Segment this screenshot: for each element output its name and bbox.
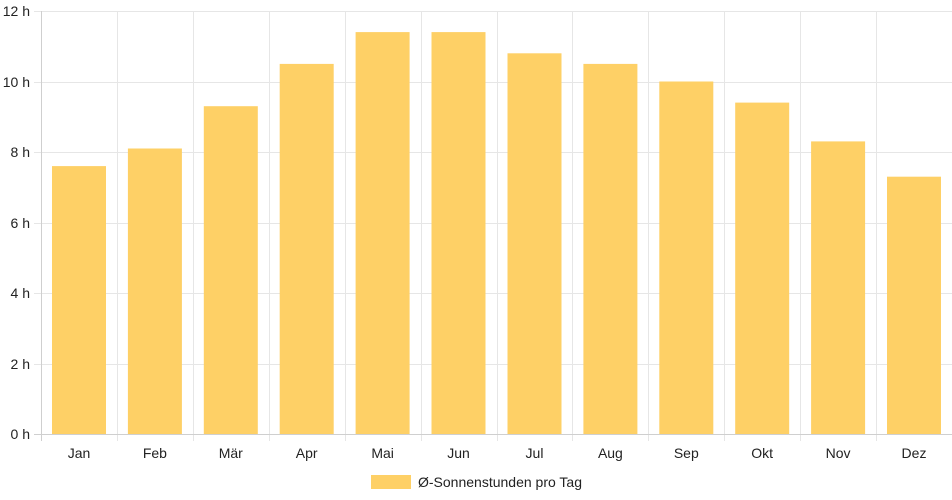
bar-okt[interactable] <box>735 102 790 434</box>
x-tick-label: Jul <box>526 445 544 461</box>
x-tick-label: Jan <box>68 445 91 461</box>
y-tick-label: 8 h <box>11 144 30 160</box>
bar-mär[interactable] <box>203 106 258 434</box>
x-axis-tick-labels: Jan Feb Mär Apr Mai Jun Jul Aug Sep Okt Nov Dez <box>68 445 927 461</box>
x-tick-label: Nov <box>826 445 851 461</box>
legend[interactable]: Ø-Sonnenstunden pro Tag <box>371 474 582 490</box>
bar-jul[interactable] <box>507 53 562 435</box>
y-tick-label: 10 h <box>3 74 30 90</box>
bar-nov[interactable] <box>811 141 866 434</box>
x-tick-label: Aug <box>598 445 623 461</box>
x-tick-label: Apr <box>296 445 318 461</box>
y-tick-label: 12 h <box>3 3 30 19</box>
bars <box>52 32 941 435</box>
bar-jan[interactable] <box>52 166 106 434</box>
bar-apr[interactable] <box>279 63 334 435</box>
horizontal-gridlines <box>34 11 952 435</box>
x-tick-label: Mai <box>371 445 394 461</box>
x-tick-label: Sep <box>674 445 699 461</box>
bar-dez[interactable] <box>887 176 941 434</box>
bar-jun[interactable] <box>431 32 486 434</box>
x-tick-label: Dez <box>902 445 927 461</box>
bar-aug[interactable] <box>583 63 638 435</box>
x-tick-label: Jun <box>447 445 470 461</box>
bar-mai[interactable] <box>355 32 410 434</box>
legend-swatch[interactable] <box>371 475 411 489</box>
y-tick-label: 6 h <box>11 215 30 231</box>
x-tick-label: Feb <box>143 445 167 461</box>
y-tick-label: 0 h <box>11 426 30 442</box>
bar-sep[interactable] <box>659 81 714 435</box>
legend-label[interactable]: Ø-Sonnenstunden pro Tag <box>418 474 582 490</box>
y-tick-label: 2 h <box>11 356 30 372</box>
x-tick-label: Okt <box>751 445 773 461</box>
x-tick-label: Mär <box>219 445 243 461</box>
y-tick-label: 4 h <box>11 285 30 301</box>
y-axis-tick-labels: 0 h 2 h 4 h 6 h 8 h 10 h 12 h <box>3 3 30 442</box>
bar-feb[interactable] <box>127 148 182 435</box>
